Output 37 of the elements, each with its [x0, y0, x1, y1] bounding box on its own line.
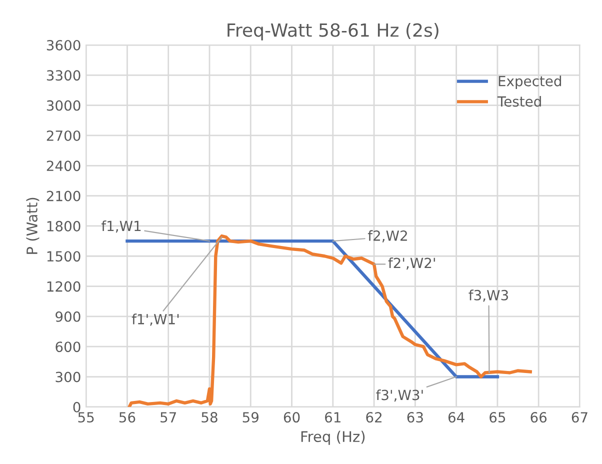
- annotation: f3',W3': [376, 389, 423, 402]
- y-tick-label: 3600: [46, 40, 80, 50]
- annotation: f2',W2': [388, 257, 435, 270]
- chart-title: Freq-Watt 58-61 Hz (2s): [228, 22, 438, 40]
- x-tick-label: 61: [325, 412, 340, 423]
- y-axis-title: P (Watt): [26, 198, 40, 254]
- y-tick-label: 300: [56, 372, 80, 382]
- x-tick-label: 56: [119, 412, 136, 423]
- y-tick-label: 0: [73, 402, 80, 412]
- y-tick-label: 1500: [47, 251, 80, 262]
- x-tick-label: 67: [572, 412, 588, 423]
- annotation: f1,W1: [101, 220, 141, 233]
- x-tick-label: 57: [160, 412, 176, 423]
- x-tick-label: 65: [490, 412, 506, 423]
- x-tick-label: 63: [407, 412, 423, 423]
- x-tick-label: 64: [448, 412, 464, 423]
- y-tick-label: 2400: [46, 160, 80, 172]
- y-tick-label: 900: [56, 311, 80, 322]
- x-tick-label: 59: [242, 412, 258, 423]
- x-tick-label: 66: [530, 412, 547, 423]
- legend-label: Expected: [498, 76, 562, 90]
- y-tick-label: 3300: [46, 70, 80, 81]
- annotation: f3,W3: [468, 290, 508, 302]
- annotation: f1',W1': [132, 314, 179, 326]
- y-tick-label: 600: [56, 342, 80, 352]
- y-tick-label: 2100: [46, 190, 80, 202]
- x-axis-title: Freq (Hz): [301, 430, 365, 445]
- x-tick-label: 62: [366, 412, 382, 423]
- x-tick-label: 60: [284, 412, 300, 423]
- y-tick-label: 2700: [46, 130, 80, 141]
- y-tick-label: 1200: [47, 281, 80, 292]
- y-tick-label: 1800: [47, 220, 80, 232]
- legend-label: Tested: [497, 96, 541, 107]
- annotation: f2,W2: [368, 230, 407, 242]
- x-tick-label: 58: [202, 412, 218, 423]
- x-tick-label: 55: [78, 412, 94, 423]
- y-tick-label: 3000: [46, 100, 80, 111]
